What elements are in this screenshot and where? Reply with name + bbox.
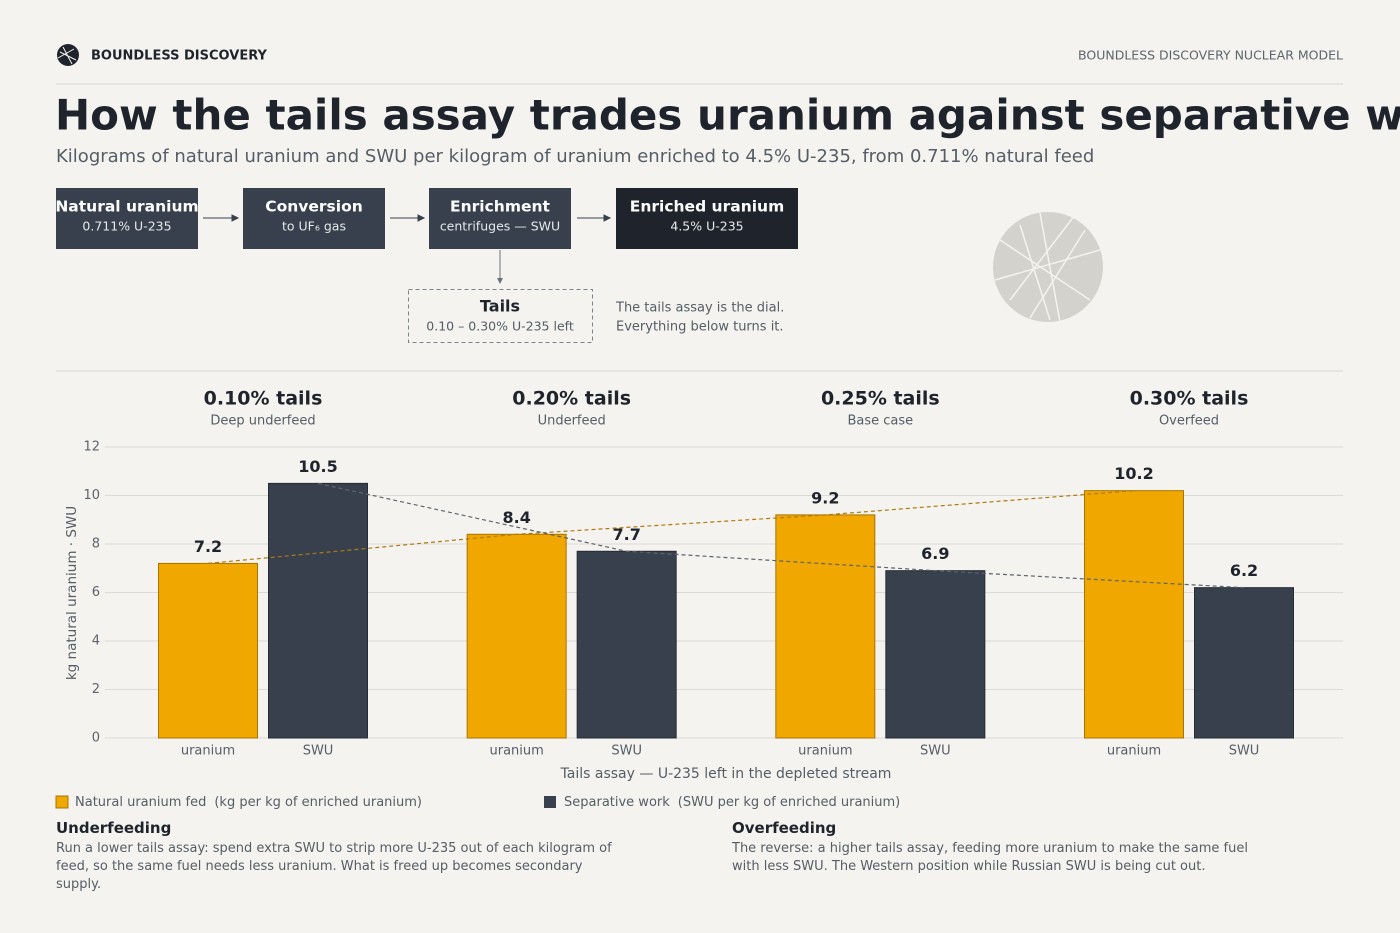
flow-box — [243, 188, 385, 249]
x-tick-label: uranium — [181, 744, 235, 759]
value-label: 8.4 — [502, 508, 530, 527]
value-label: 10.2 — [1114, 464, 1153, 483]
note: Underfeeding Run a lower tails assay: sp… — [56, 819, 616, 894]
legend-entry: Separative work (SWU per kg of enriched u… — [564, 795, 900, 810]
flow-box — [56, 188, 198, 249]
bar — [1084, 490, 1184, 739]
legend-entry: Natural uranium fed (kg per kg of enriche… — [75, 795, 422, 810]
y-tick-label: 6 — [92, 585, 100, 600]
y-tick-label: 12 — [83, 440, 100, 455]
flow-box — [616, 188, 798, 249]
flow-box — [429, 188, 571, 249]
legend-swatch — [544, 796, 556, 808]
flow-label: Enriched uranium — [630, 198, 784, 216]
group-title: 0.10% tails — [204, 388, 323, 410]
bar — [775, 514, 876, 739]
x-axis-label: Tails assay — U-235 left in the depleted… — [560, 766, 892, 782]
tails-label: Tails — [480, 297, 520, 316]
x-tick-label: SWU — [303, 744, 334, 759]
flow-label: Conversion — [265, 198, 363, 216]
flow-detail: 0.711% U-235 — [82, 219, 171, 234]
value-label: 9.2 — [811, 488, 839, 507]
bar — [158, 562, 258, 739]
x-tick-label: SWU — [1229, 744, 1260, 759]
group-title: 0.25% tails — [821, 388, 940, 410]
brand: BOUNDLESS DISCOVERY — [91, 49, 267, 64]
note-text: The reverse: a higher tails assay, feedi… — [732, 841, 1248, 874]
value-label: 10.5 — [298, 457, 337, 476]
tails-detail: 0.10 – 0.30% U-235 left — [426, 319, 574, 334]
title: How the tails assay trades uranium again… — [55, 91, 1400, 140]
note-title: Underfeeding — [56, 819, 172, 837]
subtitle: Kilograms of natural uranium and SWU per… — [56, 146, 1094, 167]
bar — [576, 550, 677, 739]
y-tick-label: 0 — [92, 731, 100, 746]
x-tick-label: uranium — [490, 744, 544, 759]
note: Overfeeding The reverse: a higher tails … — [732, 819, 1272, 876]
value-label: 7.7 — [612, 525, 640, 544]
flow-detail: to UF₆ gas — [282, 219, 346, 234]
brand-logo — [57, 44, 79, 66]
flow-note: The tails assay is the dial. — [615, 301, 784, 316]
group-note: Deep underfeed — [210, 414, 315, 429]
x-tick-label: uranium — [798, 744, 852, 759]
tails-box — [408, 289, 593, 343]
trend-line — [207, 490, 1135, 564]
emblem — [993, 212, 1103, 323]
y-tick-label: 10 — [83, 488, 100, 503]
x-tick-label: uranium — [1107, 744, 1161, 759]
flow-detail: 4.5% U-235 — [670, 219, 743, 234]
x-tick-label: SWU — [611, 744, 642, 759]
bar — [885, 570, 986, 739]
group-title: 0.30% tails — [1130, 388, 1249, 410]
flow-detail: centrifuges — SWU — [440, 219, 560, 234]
flow-label: Natural uranium — [55, 198, 198, 216]
value-label: 6.2 — [1230, 561, 1258, 580]
bar — [1194, 587, 1294, 739]
group-note: Underfeed — [538, 414, 606, 429]
trend-line — [317, 482, 1245, 589]
legend-swatch — [55, 795, 69, 809]
note-text: Run a lower tails assay: spend extra SWU… — [56, 841, 612, 892]
flow-arrows — [203, 214, 612, 284]
group-note: Overfeed — [1159, 414, 1219, 429]
brand-logo-lines — [57, 46, 77, 65]
value-label: 6.9 — [921, 544, 949, 563]
note-title: Overfeeding — [732, 819, 837, 837]
bar — [466, 533, 567, 739]
group-title: 0.20% tails — [512, 388, 631, 410]
group-note: Base case — [847, 414, 913, 429]
y-tick-label: 8 — [92, 537, 100, 552]
x-tick-label: SWU — [920, 744, 951, 759]
y-tick-label: 2 — [92, 682, 100, 697]
value-label: 7.2 — [194, 537, 222, 556]
model-name: BOUNDLESS DISCOVERY NUCLEAR MODEL — [1078, 48, 1343, 63]
y-tick-label: 4 — [92, 634, 100, 649]
flow-label: Enrichment — [450, 198, 551, 216]
flow-note: Everything below turns it. — [616, 320, 784, 335]
y-axis-label: kg natural uranium · SWU — [64, 506, 80, 680]
bar — [268, 482, 368, 739]
